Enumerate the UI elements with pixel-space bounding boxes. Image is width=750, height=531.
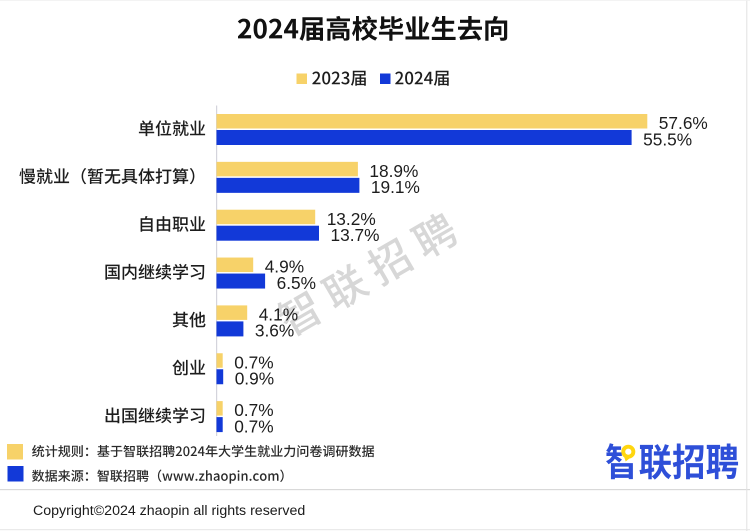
svg-text:6.5%: 6.5% xyxy=(277,273,316,293)
svg-text:4.1%: 4.1% xyxy=(259,304,298,324)
svg-text:13.2%: 13.2% xyxy=(327,209,376,229)
svg-text:19.1%: 19.1% xyxy=(371,177,420,197)
svg-text:13.7%: 13.7% xyxy=(331,225,380,245)
svg-text:4.9%: 4.9% xyxy=(265,257,304,277)
svg-text:0.7%: 0.7% xyxy=(234,416,273,436)
svg-text:Copyright©2024 zhaopin all rig: Copyright©2024 zhaopin all rights reserv… xyxy=(33,503,305,519)
svg-text:55.5%: 55.5% xyxy=(643,129,692,149)
svg-text:0.9%: 0.9% xyxy=(235,369,274,389)
svg-text:18.9%: 18.9% xyxy=(369,161,418,181)
svg-text:0.7%: 0.7% xyxy=(234,352,273,372)
svg-text:57.6%: 57.6% xyxy=(659,113,708,133)
svg-text:0.7%: 0.7% xyxy=(234,400,273,420)
svg-text:3.6%: 3.6% xyxy=(255,321,294,341)
